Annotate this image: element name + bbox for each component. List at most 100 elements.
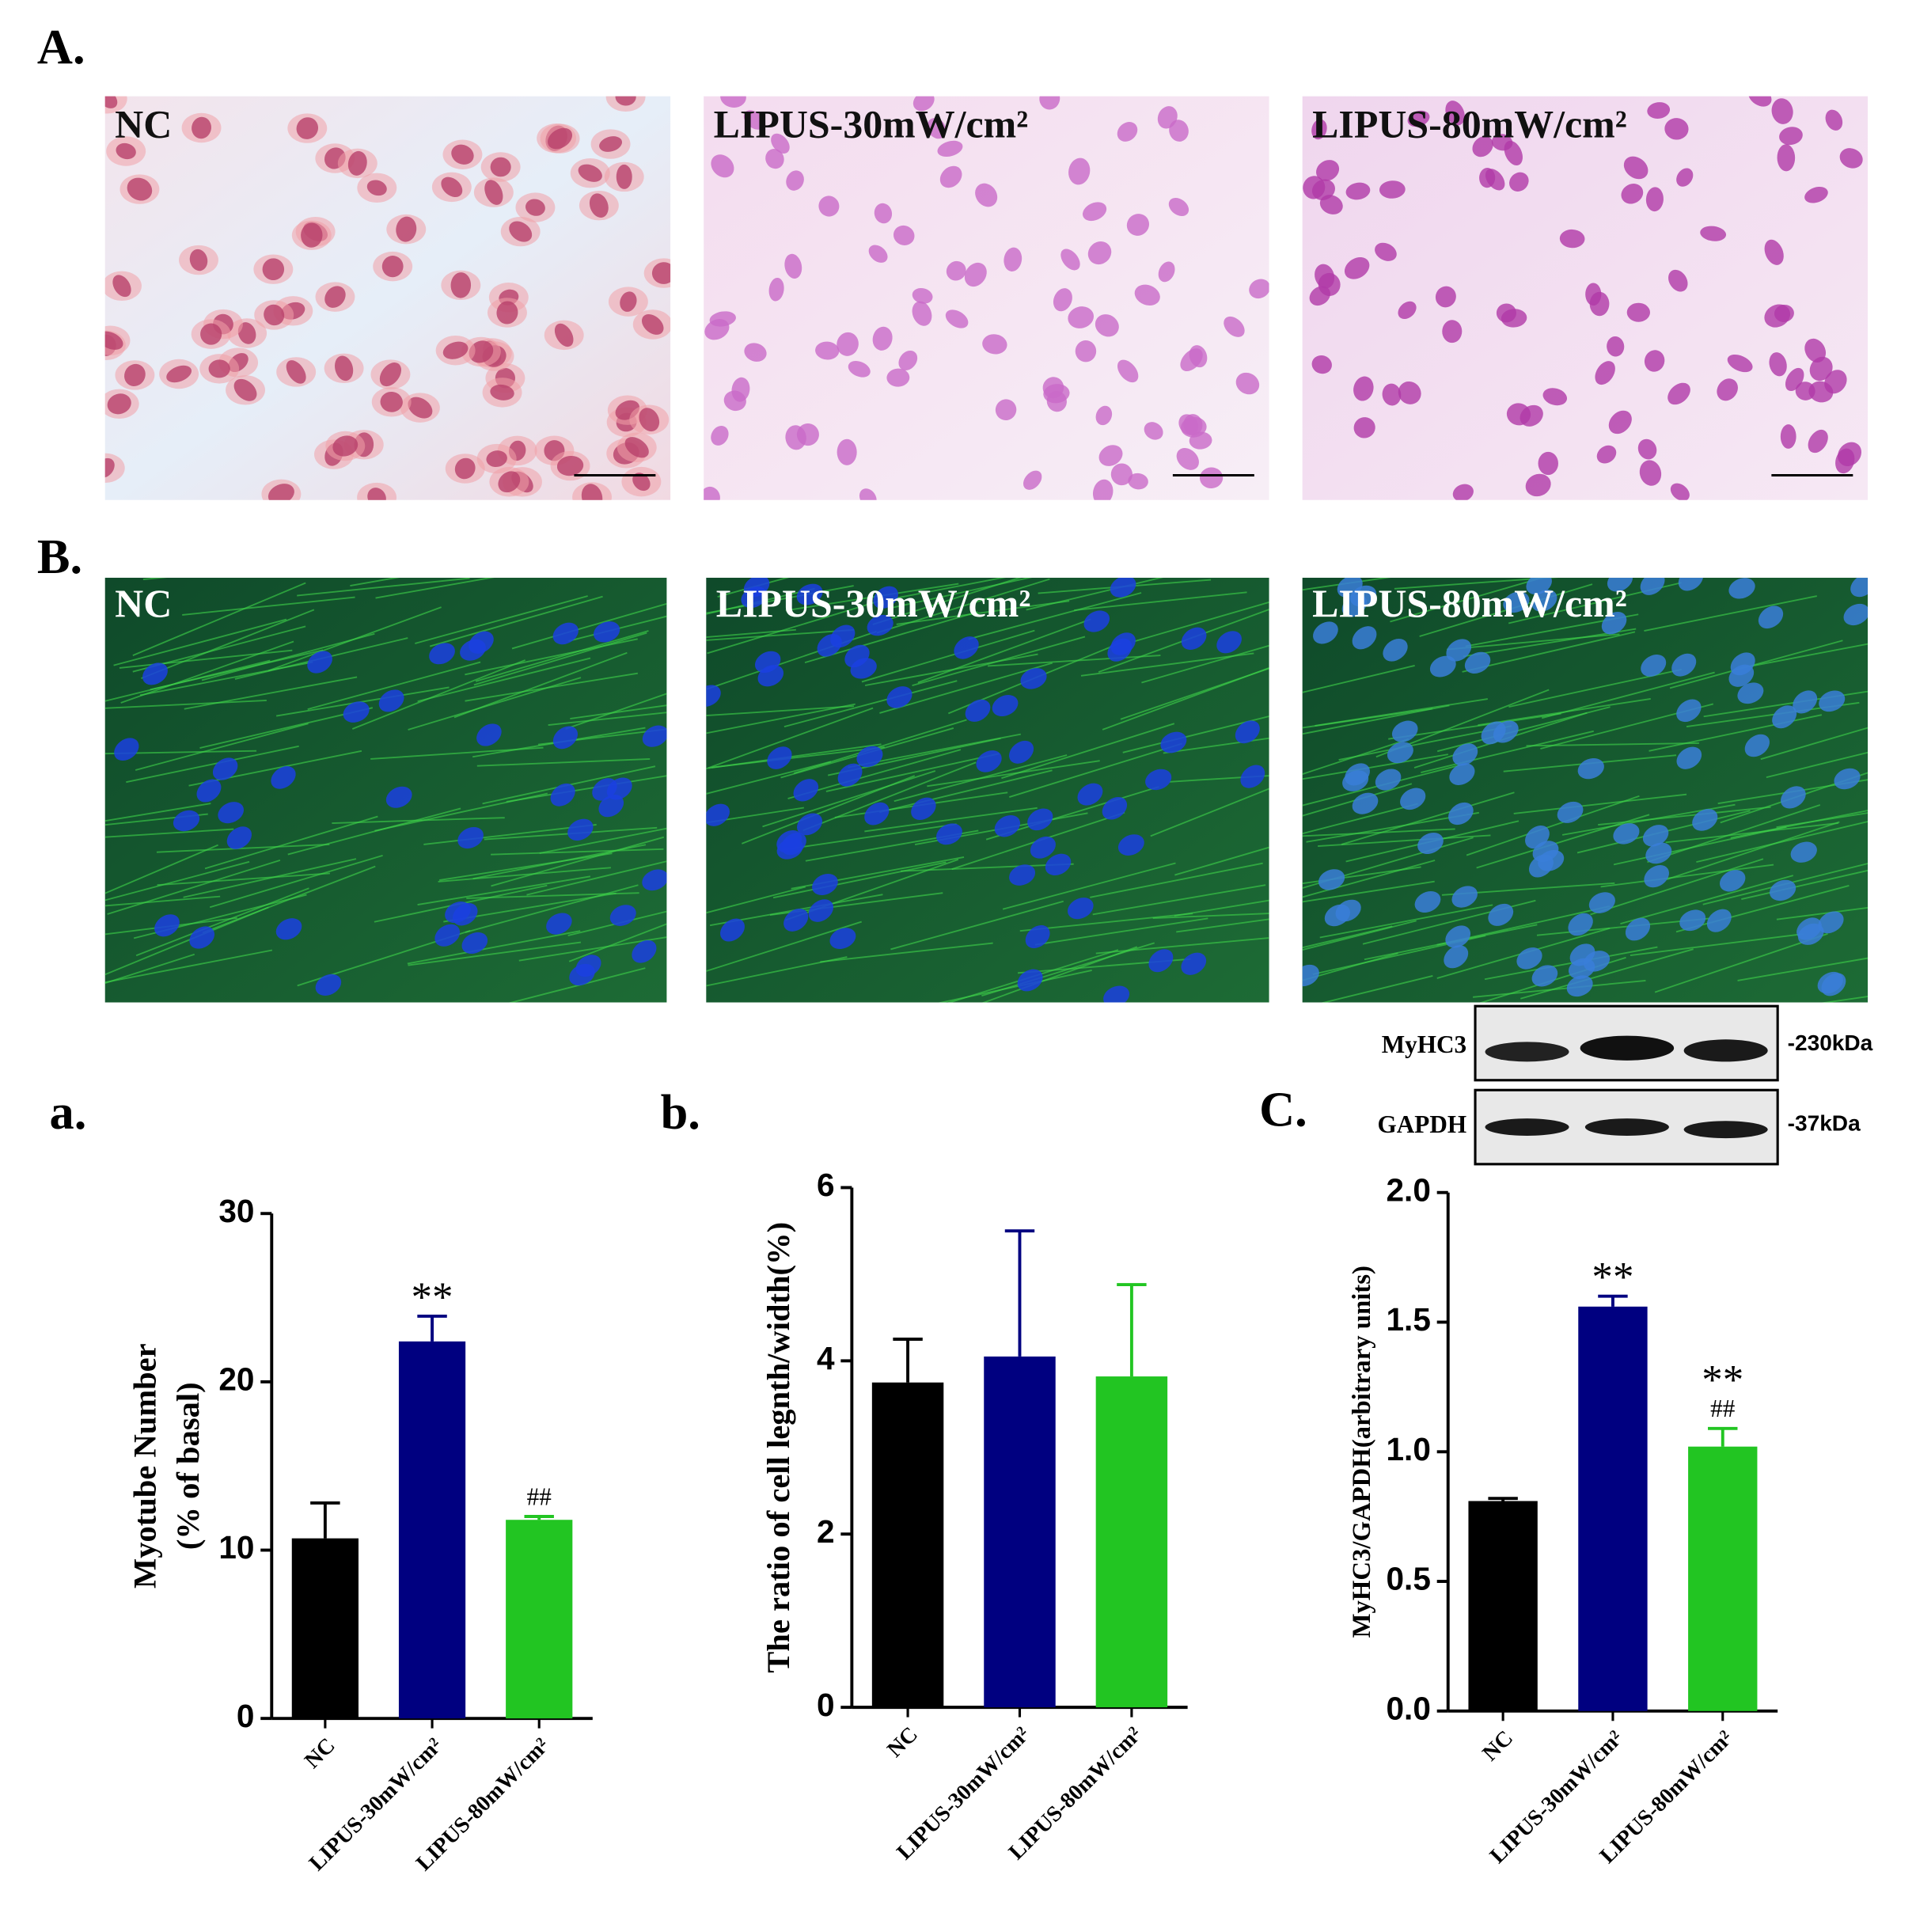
fiber	[894, 754, 1068, 803]
fiber	[104, 949, 273, 984]
image-label: LIPUS-80mW/cm²	[1312, 103, 1627, 146]
nucleus	[1608, 410, 1632, 435]
nucleus	[461, 932, 488, 955]
fiber	[1001, 723, 1175, 780]
fiber	[889, 577, 1033, 609]
nucleus	[594, 621, 620, 643]
nucleus	[1825, 109, 1843, 131]
nucleus	[1596, 445, 1617, 464]
nucleus	[1117, 359, 1139, 383]
nucleus	[554, 323, 574, 347]
nucleus	[784, 253, 802, 279]
blot-band	[1683, 1121, 1768, 1139]
fiber	[864, 807, 1038, 833]
nucleus	[765, 149, 784, 169]
fiber	[156, 843, 330, 853]
fiber	[204, 815, 378, 870]
nucleus	[706, 685, 721, 708]
nucleus	[1568, 913, 1593, 936]
nucleus	[1679, 909, 1706, 932]
fiber	[1478, 697, 1651, 727]
nucleus	[154, 914, 180, 937]
nucleus	[874, 203, 893, 224]
fiber	[135, 723, 309, 771]
nucleus	[744, 343, 767, 362]
fiber	[104, 828, 234, 838]
fiber	[104, 953, 195, 985]
nucleus	[1235, 372, 1260, 395]
fiber	[511, 602, 667, 650]
nucleus	[104, 457, 115, 478]
nucleus	[1176, 448, 1199, 470]
fiber	[1302, 764, 1461, 807]
western-blot: MyHC3 GAPDH -230kDa -37kDa	[1377, 1004, 1873, 1166]
fiber	[1472, 980, 1646, 998]
nucleus	[1311, 179, 1335, 200]
nucleus	[1435, 286, 1456, 308]
nucleus	[1027, 808, 1053, 831]
nucleus	[1607, 336, 1625, 357]
fiber	[429, 595, 603, 647]
nucleus	[1464, 651, 1491, 674]
nucleus	[1642, 825, 1669, 847]
fiber	[491, 836, 665, 887]
nucleus	[275, 918, 302, 940]
fiber	[872, 577, 1022, 625]
nucleus	[936, 823, 962, 845]
fiber	[1174, 899, 1269, 917]
nucleus	[651, 262, 671, 284]
nucleus	[771, 133, 790, 154]
nucleus	[1318, 272, 1341, 296]
nucleus	[1352, 626, 1377, 650]
fiber	[157, 872, 330, 886]
micrograph: NC	[104, 96, 671, 500]
y-tick-label: 0	[237, 1698, 255, 1734]
fiber	[772, 861, 947, 899]
nucleus	[1670, 483, 1690, 500]
nucleus	[1350, 585, 1377, 607]
nucleus	[1445, 925, 1471, 948]
nucleus	[706, 803, 730, 826]
nucleus	[796, 423, 819, 446]
fiber	[762, 770, 936, 828]
nucleus	[1542, 388, 1568, 406]
fiber	[706, 920, 862, 972]
fiber	[987, 655, 1161, 667]
nucleus	[711, 154, 734, 178]
fiber	[1590, 858, 1764, 916]
nucleus	[1525, 473, 1551, 497]
fiber	[1696, 821, 1869, 864]
fiber	[104, 906, 269, 976]
nucleus	[639, 408, 660, 432]
fiber	[878, 769, 1053, 814]
nucleus	[945, 309, 969, 328]
fiber	[917, 618, 1091, 684]
nucleus	[873, 586, 898, 609]
fiber	[1080, 652, 1254, 677]
nucleus	[490, 157, 511, 177]
nucleus	[598, 795, 624, 818]
nucleus	[1850, 577, 1869, 598]
fiber	[1720, 772, 1869, 824]
nucleus	[334, 355, 354, 381]
nucleus	[484, 180, 503, 205]
fiber	[1644, 595, 1817, 632]
nucleus	[1613, 823, 1640, 845]
fiber	[1176, 918, 1269, 933]
fiber	[1484, 946, 1658, 981]
cells	[104, 96, 671, 500]
nucleus	[1110, 463, 1133, 486]
nucleus	[864, 802, 890, 826]
nucleus	[620, 291, 637, 312]
y-tick-label: 30	[218, 1193, 254, 1229]
nucleus	[781, 832, 806, 856]
nucleus	[112, 275, 131, 298]
y-axis-label: (% of basal)	[170, 1382, 206, 1550]
nucleus	[1148, 949, 1174, 973]
nucleus	[709, 311, 736, 327]
nucleus	[218, 802, 245, 824]
nucleus	[1819, 690, 1846, 712]
nucleus	[1160, 731, 1187, 753]
y-tick-label: 6	[817, 1167, 835, 1203]
fiber	[1598, 806, 1771, 826]
